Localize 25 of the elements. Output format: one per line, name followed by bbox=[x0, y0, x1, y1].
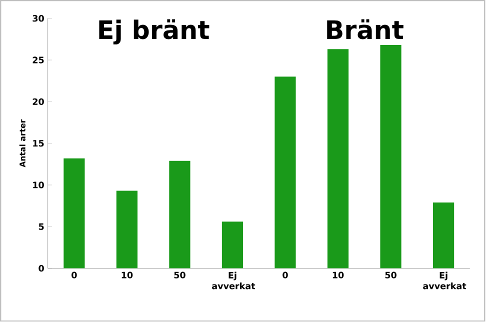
x-tick-label: 0 bbox=[282, 272, 288, 279]
bar bbox=[222, 222, 244, 268]
annotation: Bränt bbox=[327, 19, 404, 40]
x-tick-label: 0 bbox=[72, 272, 77, 279]
annotation: Ej bränt bbox=[99, 19, 210, 45]
bar bbox=[116, 190, 138, 268]
bar bbox=[169, 160, 190, 268]
x-tick-label: 50 bbox=[385, 272, 396, 279]
bar bbox=[327, 49, 349, 268]
y-tick-label: 5 bbox=[38, 224, 44, 230]
y-tick-label: 20 bbox=[32, 98, 44, 106]
bar bbox=[64, 158, 85, 268]
x-tick-label: Ej avverkat bbox=[212, 272, 256, 290]
bar bbox=[274, 76, 296, 268]
y-tick-label: 15 bbox=[33, 140, 44, 147]
x-tick-label: 10 bbox=[332, 272, 344, 279]
x-tick-label: 10 bbox=[122, 272, 133, 279]
x-tick-label: 50 bbox=[174, 272, 186, 279]
x-tick-label: Ej avverkat bbox=[423, 272, 466, 290]
bar bbox=[380, 45, 402, 268]
bar bbox=[432, 202, 454, 268]
y-tick-label: 10 bbox=[33, 182, 44, 188]
y-tick-label: 0 bbox=[38, 265, 44, 272]
y-tick-label: 30 bbox=[32, 15, 44, 22]
y-tick-label: 25 bbox=[32, 56, 44, 64]
